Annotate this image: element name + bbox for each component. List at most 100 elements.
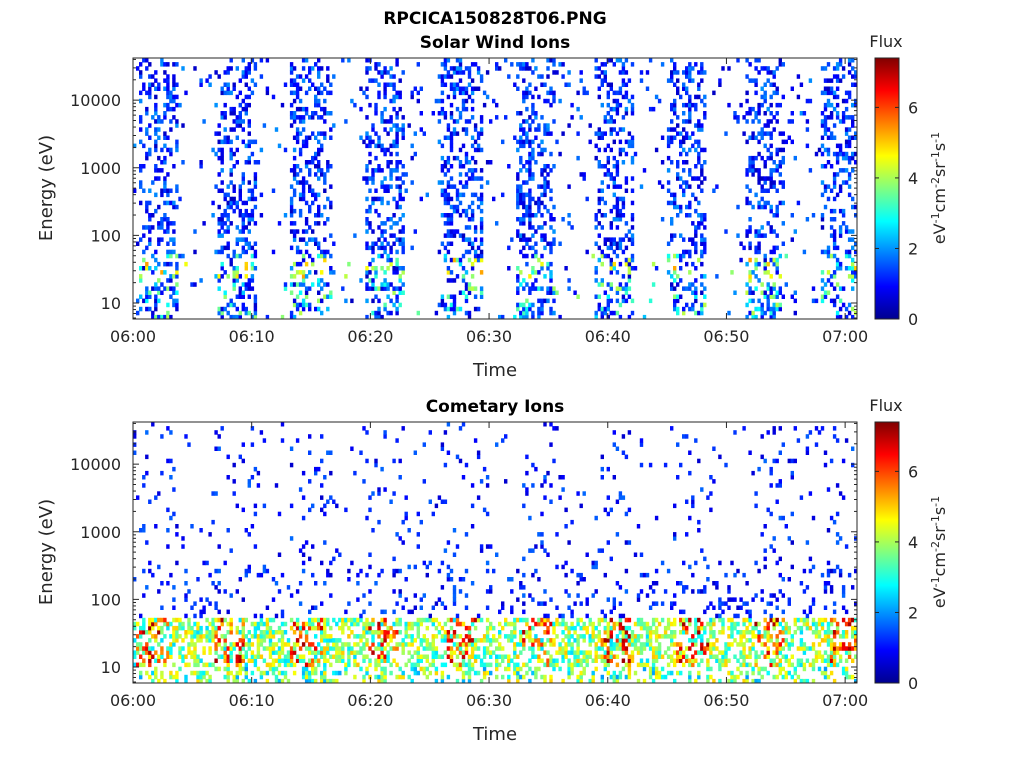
heatmap-cell — [694, 225, 698, 230]
heatmap-cell — [308, 678, 312, 683]
heatmap-cell — [389, 634, 393, 639]
heatmap-cell — [615, 131, 620, 136]
heatmap-cell — [594, 213, 598, 218]
heatmap-cell — [226, 654, 230, 659]
heatmap-cell — [835, 155, 840, 161]
heatmap-cell — [332, 617, 336, 623]
heatmap-cell — [184, 654, 188, 659]
heatmap-cell — [323, 176, 327, 181]
heatmap-cell — [280, 314, 285, 319]
heatmap-cell — [295, 302, 300, 308]
heatmap-cell — [365, 217, 369, 222]
heatmap-cell — [380, 74, 384, 79]
heatmap-cell — [570, 634, 574, 639]
heatmap-cell — [277, 221, 282, 226]
heatmap-cell — [422, 666, 426, 672]
heatmap-cell — [374, 168, 378, 173]
heatmap-cell — [549, 306, 553, 312]
heatmap-cell — [166, 82, 170, 87]
heatmap-cell — [301, 237, 306, 242]
heatmap-cell — [136, 621, 140, 627]
heatmap-cell — [332, 654, 336, 659]
heatmap-cell — [682, 188, 686, 193]
heatmap-cell — [229, 204, 233, 210]
heatmap-cell — [452, 650, 457, 655]
heatmap-cell — [220, 86, 224, 91]
heatmap-cell — [820, 298, 825, 304]
heatmap-cell — [142, 257, 146, 263]
heatmap-cell — [229, 58, 233, 63]
heatmap-cell — [763, 270, 767, 275]
heatmap-cell — [196, 678, 200, 683]
heatmap-cell — [543, 495, 547, 500]
heatmap-cell — [172, 62, 176, 67]
heatmap-cell — [546, 552, 550, 557]
heatmap-cell — [341, 617, 345, 623]
heatmap-cell — [851, 204, 855, 210]
heatmap-cell — [467, 678, 472, 683]
heatmap-cell — [458, 290, 463, 295]
heatmap-cell — [772, 184, 776, 189]
heatmap-cell — [694, 62, 698, 67]
heatmap-cell — [169, 475, 173, 480]
heatmap-cell — [516, 139, 520, 145]
heatmap-cell — [434, 98, 439, 104]
heatmap-cell — [851, 102, 855, 108]
heatmap-cell — [145, 650, 149, 655]
heatmap-cell — [356, 621, 360, 627]
heatmap-cell — [766, 261, 770, 267]
heatmap-cell — [259, 621, 264, 627]
heatmap-cell — [603, 507, 607, 513]
heatmap-cell — [531, 106, 535, 112]
heatmap-cell — [389, 143, 393, 149]
heatmap-cell — [317, 74, 321, 79]
heatmap-cell — [775, 102, 779, 108]
heatmap-cell — [151, 621, 155, 627]
heatmap-cell — [301, 257, 306, 263]
heatmap-cell — [380, 630, 384, 635]
heatmap-cell — [754, 58, 758, 63]
heatmap-cell — [211, 581, 215, 586]
colorbar-label: eV-1cm-2sr-1s-1 — [929, 132, 949, 244]
heatmap-cell — [576, 617, 580, 623]
heatmap-cell — [485, 589, 490, 594]
heatmap-cell — [359, 650, 363, 655]
heatmap-cell — [139, 90, 143, 96]
heatmap-cell — [184, 568, 188, 574]
heatmap-cell — [540, 642, 544, 647]
heatmap-cell — [769, 204, 773, 210]
heatmap-cell — [250, 139, 255, 145]
heatmap-cell — [217, 609, 221, 615]
heatmap-cell — [374, 66, 378, 71]
heatmap-cell — [256, 654, 261, 659]
heatmap-cell — [615, 164, 620, 169]
heatmap-cell — [154, 119, 158, 124]
heatmap-cell — [308, 479, 312, 484]
heatmap-cell — [142, 625, 146, 631]
heatmap-cell — [528, 678, 532, 683]
heatmap-cell — [154, 106, 158, 112]
heatmap-cell — [540, 82, 544, 87]
heatmap-cell — [673, 66, 677, 71]
heatmap-cell — [603, 662, 607, 668]
heatmap-cell — [190, 638, 194, 643]
heatmap-cell — [851, 261, 855, 267]
heatmap-cell — [292, 221, 297, 226]
heatmap-cell — [386, 654, 390, 659]
heatmap-cell — [335, 642, 339, 647]
heatmap-cell — [519, 617, 523, 623]
heatmap-cell — [446, 577, 451, 582]
heatmap-cell — [232, 249, 236, 255]
heatmap-cell — [142, 86, 146, 91]
heatmap-cell — [796, 74, 801, 79]
heatmap-cell — [229, 168, 233, 173]
heatmap-cell — [169, 278, 173, 283]
heatmap-cell — [516, 274, 520, 279]
heatmap-cell — [519, 642, 523, 647]
heatmap-cell — [673, 306, 677, 312]
heatmap-cell — [461, 290, 466, 295]
heatmap-cell — [440, 662, 445, 668]
heatmap-cell — [338, 658, 342, 663]
heatmap-cell — [769, 70, 773, 75]
x-tick-label: 06:30 — [466, 327, 512, 346]
